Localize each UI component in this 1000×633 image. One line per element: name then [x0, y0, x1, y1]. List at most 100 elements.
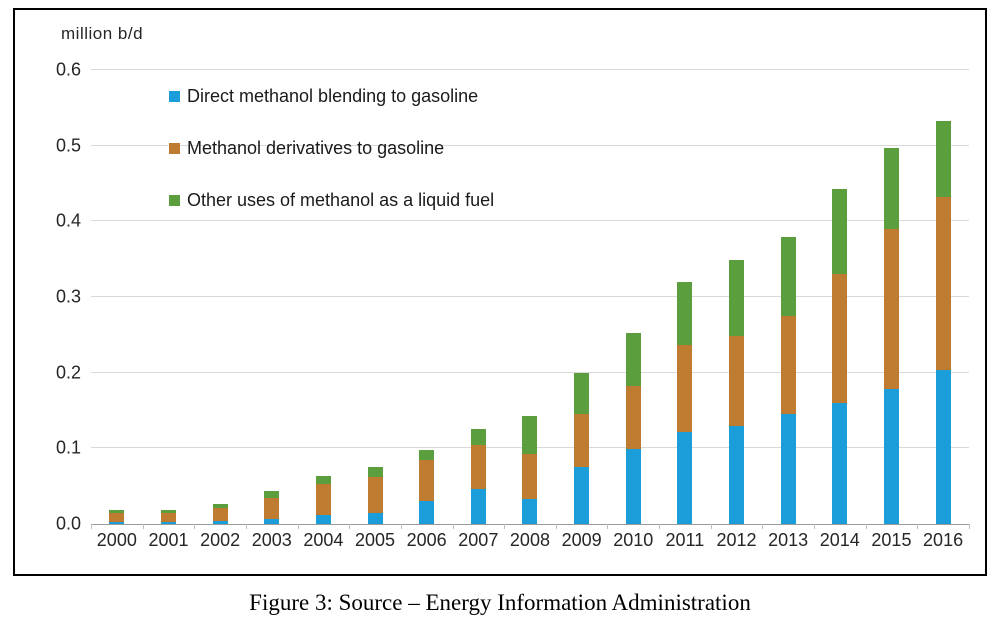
bar-segment — [522, 415, 538, 454]
x-tick-label: 2009 — [561, 530, 602, 550]
bar-segment — [470, 429, 486, 446]
x-axis-tick-mark — [865, 524, 867, 529]
bar-segment — [677, 431, 693, 524]
x-axis-tick-mark — [555, 524, 557, 529]
bar-segment — [780, 414, 796, 524]
x-tick-label: 2000 — [96, 530, 137, 550]
x-axis-tick-mark — [762, 524, 764, 529]
bar-segment — [470, 445, 486, 490]
x-axis-tick-mark — [710, 524, 712, 529]
plot-area: Direct methanol blending to gasoline Meth… — [91, 69, 969, 525]
x-tick-label: 2016 — [923, 530, 964, 550]
bar-segment — [522, 453, 538, 500]
y-tick-label: 0.3 — [55, 286, 81, 307]
x-axis-tick-mark — [194, 524, 196, 529]
bar-segment — [883, 389, 899, 524]
x-tick-label: 2008 — [509, 530, 550, 550]
bar-segment — [574, 467, 590, 524]
bar-segment — [212, 520, 228, 524]
bar-segment — [367, 512, 383, 524]
x-tick-label: 2005 — [355, 530, 396, 550]
x-tick-label: 2001 — [148, 530, 189, 550]
y-axis: 0.0 0.1 0.2 0.3 0.4 0.5 0.6 — [15, 60, 81, 534]
gridline — [91, 144, 969, 146]
legend-item: Methanol derivatives to gasoline — [169, 138, 494, 159]
y-tick-label: 0.2 — [55, 362, 81, 383]
legend-swatch-icon — [169, 91, 180, 102]
bar-segment — [522, 499, 538, 524]
bar-segment — [315, 483, 331, 515]
x-axis-line — [91, 524, 969, 525]
x-axis-tick-mark — [245, 524, 247, 529]
figure-frame: million b/d 0.0 0.1 0.2 0.3 0.4 0.5 0.6 Direct… — [13, 8, 987, 576]
bar-segment — [883, 228, 899, 390]
bar-segment — [832, 274, 848, 403]
legend-item: Direct methanol blending to gasoline — [169, 86, 494, 107]
x-tick-label: 2006 — [406, 530, 447, 550]
bar-segment — [264, 490, 280, 499]
x-tick-label: 2010 — [613, 530, 654, 550]
x-axis-tick-mark — [504, 524, 506, 529]
chart-legend: Direct methanol blending to gasoline Meth… — [169, 86, 494, 211]
bar-segment — [264, 519, 280, 524]
bar-group — [91, 70, 143, 524]
bar-segment — [109, 521, 125, 524]
bar-segment — [160, 521, 176, 524]
bar-segment — [315, 514, 331, 524]
bar-segment — [574, 414, 590, 468]
bar-segment — [677, 344, 693, 432]
bar-group — [452, 70, 504, 524]
bar-segment — [160, 509, 176, 513]
bar-segment — [367, 477, 383, 513]
figure-caption: Figure 3: Source – Energy Information Ad… — [249, 590, 751, 615]
x-axis-tick-mark — [91, 524, 92, 529]
bar-group — [917, 70, 969, 524]
y-tick-label: 0.6 — [55, 59, 81, 80]
bar-segment — [109, 512, 125, 522]
x-axis: 2000 2001 2002 2003 2004 2005 2006 2007 2008 2009… — [91, 530, 969, 554]
x-axis-tick-mark — [452, 524, 454, 529]
y-axis-unit-label: million b/d — [61, 24, 144, 43]
bar-segment — [212, 508, 228, 521]
bar-group — [711, 70, 763, 524]
bar-segment — [574, 372, 590, 415]
x-tick-label: 2007 — [458, 530, 499, 550]
x-axis-tick-mark — [142, 524, 144, 529]
x-axis-tick-mark — [607, 524, 609, 529]
bar-segment — [625, 332, 641, 387]
y-tick-label: 0.1 — [55, 437, 81, 458]
bar-group — [504, 70, 556, 524]
bar-series — [91, 70, 969, 524]
bar-segment — [832, 188, 848, 275]
bar-segment — [729, 259, 744, 337]
y-tick-label: 0.5 — [55, 135, 81, 156]
bar-segment — [315, 475, 331, 484]
gridline — [91, 371, 969, 373]
legend-swatch-icon — [169, 143, 180, 154]
legend-label: Direct methanol blending to gasoline — [187, 86, 479, 106]
x-axis-ticks — [91, 524, 970, 529]
gridline — [91, 296, 969, 297]
x-tick-label: 2014 — [819, 530, 860, 550]
bar-segment — [212, 503, 228, 509]
bar-segment — [832, 402, 848, 524]
bar-segment — [625, 449, 641, 524]
bar-group — [349, 70, 401, 524]
bar-group — [659, 70, 711, 524]
bar-group — [298, 70, 350, 524]
x-tick-label: 2015 — [871, 530, 912, 550]
y-tick-label: 0.0 — [55, 513, 81, 534]
x-axis-tick-mark — [917, 524, 919, 529]
x-tick-label: 2004 — [303, 530, 344, 550]
gridline — [91, 69, 969, 70]
bar-segment — [160, 512, 176, 522]
bar-segment — [264, 498, 280, 520]
bar-segment — [780, 315, 796, 415]
x-axis-tick-mark — [400, 524, 402, 529]
x-tick-label: 2002 — [200, 530, 241, 550]
x-tick-label: 2003 — [251, 530, 292, 550]
legend-label: Other uses of methanol as a liquid fuel — [187, 190, 495, 210]
bar-group — [194, 70, 246, 524]
x-axis-tick-mark — [814, 524, 816, 529]
